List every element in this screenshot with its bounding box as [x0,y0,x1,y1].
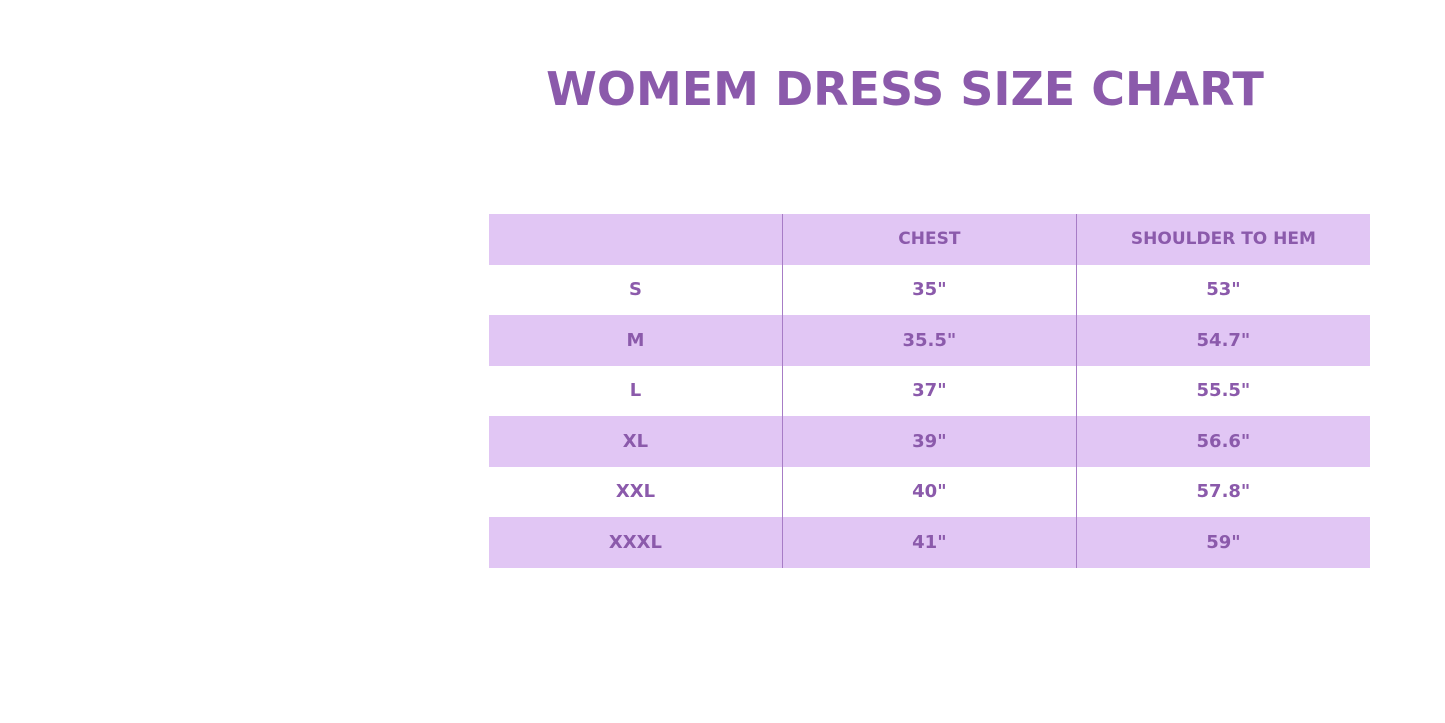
table-cell: 56.6" [1075,416,1370,467]
table-cell: 39" [781,416,1077,467]
table-cell: XXXL [489,517,783,568]
table-row: L 37" 55.5" [489,365,1370,416]
table-row: XXL 40" 57.8" [489,466,1370,517]
table-cell: 57.8" [1075,466,1370,517]
column-header: CHEST [781,214,1077,265]
table-row: S 35" 53" [489,264,1370,315]
table-cell: 55.5" [1075,365,1370,416]
table-cell: S [628,279,642,301]
table-cell: 41" [781,517,1077,568]
size-chart-table: CHEST SHOULDER TO HEM S 35" 53" M 35.5" 54.7" L 3… [489,214,1370,568]
column-header: SHOULDER TO HEM [1075,214,1370,265]
table-row: XL 39" 56.6" [489,416,1370,467]
table-cell: 37" [781,365,1077,416]
table-cell: XL [489,416,783,467]
table-cell: 54.7" [1075,315,1370,366]
table-row: XXXL 41" 59" [489,517,1370,568]
table-row: M 35.5" 54.7" [489,315,1370,366]
header-row: CHEST SHOULDER TO HEM [489,214,1370,265]
table-cell: L [629,380,642,402]
table-cell: 59" [1075,517,1370,568]
page-title: WOMEM DRESS SIZE CHART [546,62,1264,116]
table-cell: XXL [615,481,656,503]
table-cell: 35.5" [781,315,1077,366]
table-cell: 53" [1075,264,1370,315]
table-cell: 40" [781,466,1077,517]
table-cell: 35" [781,264,1077,315]
table-cell: M [489,315,783,366]
column-header [489,214,783,265]
